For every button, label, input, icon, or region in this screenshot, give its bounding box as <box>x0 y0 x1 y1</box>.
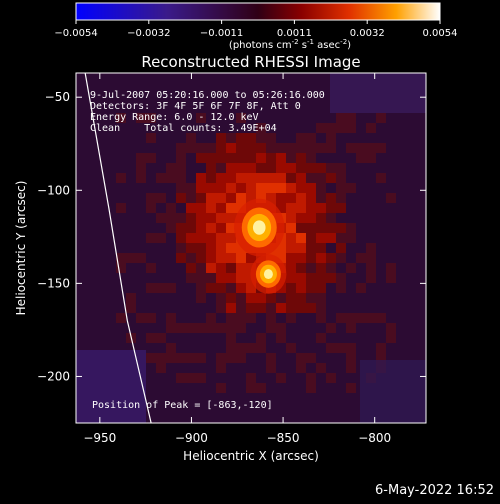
y-tick-label: −50 <box>45 90 70 104</box>
footer-timestamp: 6-May-2022 16:52 <box>375 483 494 498</box>
chart-title: Reconstructed RHESSI Image <box>141 53 360 71</box>
x-tick-label: −950 <box>83 431 116 445</box>
annotation-energy: Energy Range: 6.0 - 12.0 keV <box>90 112 259 123</box>
colorbar-tick-label: 0.0054 <box>423 28 458 39</box>
y-axis-ticks: −50 −100 −150 −200 <box>37 90 426 383</box>
annotation-method: Clean Total counts: 3.49E+04 <box>90 123 277 134</box>
peak-source <box>234 198 285 257</box>
colorbar-ticks: −0.0054 −0.0032 −0.0011 0.0011 0.0032 0.0054 <box>54 20 458 39</box>
colorbar <box>75 2 441 21</box>
colorbar-tick-label: 0.0011 <box>277 28 312 39</box>
y-tick-label: −200 <box>37 369 70 383</box>
annotation-peak-position: Position of Peak = [-863,-120] <box>92 400 273 411</box>
colorbar-unit-label: (photons cm-2 s-1 asec-2) <box>229 38 351 51</box>
secondary-source <box>250 254 287 294</box>
colorbar-tick-label: −0.0054 <box>54 28 97 39</box>
colorbar-tick-label: −0.0032 <box>127 28 170 39</box>
y-tick-label: −100 <box>37 183 70 197</box>
emission-sources <box>234 198 287 294</box>
x-tick-label: −800 <box>358 431 391 445</box>
annotation-time-range: 9-Jul-2007 05:20:16.000 to 05:26:16.000 <box>90 90 325 101</box>
x-axis-ticks: −950 −900 −850 −800 <box>83 73 391 445</box>
annotation-detectors: Detectors: 3F 4F 5F 6F 7F 8F, Att 0 <box>90 101 301 112</box>
heatmap-cells <box>76 73 426 423</box>
x-tick-label: −900 <box>175 431 208 445</box>
solar-limb-line <box>84 73 152 423</box>
plot-frame <box>75 72 427 424</box>
x-axis-label: Heliocentric X (arcsec) <box>183 449 319 463</box>
colorbar-tick-label: 0.0032 <box>350 28 385 39</box>
y-tick-label: −150 <box>37 276 70 290</box>
image-plot <box>76 73 426 423</box>
x-tick-label: −850 <box>267 431 300 445</box>
colorbar-tick-label: −0.0011 <box>200 28 243 39</box>
y-axis-label: Heliocentric Y (arcsec) <box>14 181 28 316</box>
